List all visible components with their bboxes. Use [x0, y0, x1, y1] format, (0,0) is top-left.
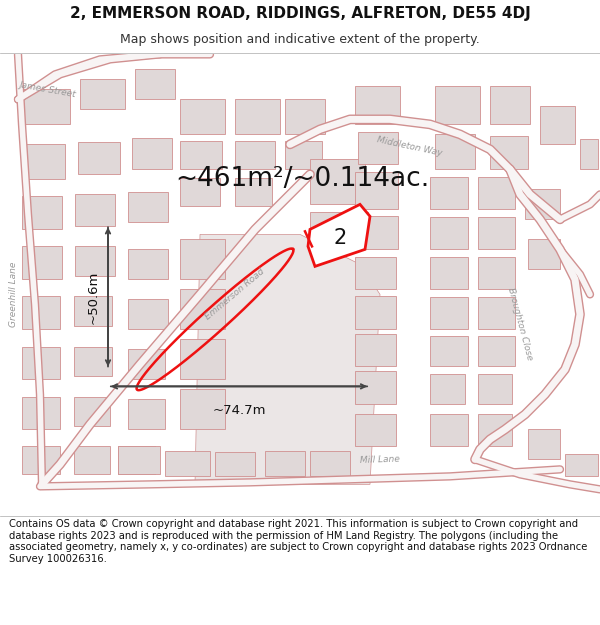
Polygon shape: [430, 298, 468, 329]
Polygon shape: [180, 178, 220, 206]
Polygon shape: [430, 374, 465, 404]
Polygon shape: [478, 336, 515, 366]
Polygon shape: [118, 446, 160, 474]
Polygon shape: [285, 99, 325, 134]
Polygon shape: [22, 196, 62, 229]
Polygon shape: [525, 189, 560, 219]
Polygon shape: [132, 138, 172, 169]
Text: Contains OS data © Crown copyright and database right 2021. This information is : Contains OS data © Crown copyright and d…: [9, 519, 587, 564]
Polygon shape: [310, 451, 350, 476]
Polygon shape: [308, 204, 370, 266]
Polygon shape: [180, 389, 225, 429]
Polygon shape: [128, 349, 165, 379]
Polygon shape: [74, 296, 112, 326]
Polygon shape: [75, 246, 115, 276]
Polygon shape: [80, 79, 125, 109]
Polygon shape: [22, 398, 60, 429]
Polygon shape: [580, 139, 598, 169]
Text: James Street: James Street: [19, 80, 77, 99]
Polygon shape: [75, 194, 115, 226]
Polygon shape: [430, 258, 468, 289]
Polygon shape: [22, 446, 60, 474]
Polygon shape: [478, 258, 515, 289]
Polygon shape: [235, 99, 280, 134]
Polygon shape: [478, 374, 512, 404]
Polygon shape: [285, 141, 322, 169]
Polygon shape: [478, 177, 515, 209]
Polygon shape: [128, 299, 168, 329]
Polygon shape: [74, 398, 110, 426]
Polygon shape: [478, 217, 515, 249]
Text: ~50.6m: ~50.6m: [87, 270, 100, 324]
Polygon shape: [528, 429, 560, 459]
Polygon shape: [180, 141, 222, 169]
Polygon shape: [355, 258, 396, 289]
Polygon shape: [358, 132, 398, 164]
Polygon shape: [528, 239, 560, 269]
Polygon shape: [180, 339, 225, 379]
Polygon shape: [490, 86, 530, 124]
Polygon shape: [128, 249, 168, 279]
Polygon shape: [435, 86, 480, 124]
Polygon shape: [435, 134, 475, 169]
Polygon shape: [180, 289, 225, 329]
Text: Middleton Way: Middleton Way: [376, 135, 443, 158]
Polygon shape: [265, 451, 305, 476]
Polygon shape: [355, 86, 400, 124]
Polygon shape: [235, 141, 275, 169]
Polygon shape: [22, 89, 70, 124]
Text: ~461m²/~0.114ac.: ~461m²/~0.114ac.: [175, 166, 429, 192]
Polygon shape: [565, 454, 598, 476]
Polygon shape: [355, 371, 396, 404]
Polygon shape: [478, 414, 512, 446]
Polygon shape: [215, 452, 255, 476]
Text: Emmerson Road: Emmerson Road: [203, 267, 266, 322]
Polygon shape: [430, 414, 468, 446]
Polygon shape: [540, 106, 575, 144]
Text: Greenhill Lane: Greenhill Lane: [10, 262, 19, 327]
Polygon shape: [22, 144, 65, 179]
Text: Broughton Close: Broughton Close: [506, 287, 534, 362]
Polygon shape: [355, 334, 396, 366]
Polygon shape: [78, 142, 120, 174]
Polygon shape: [355, 173, 398, 209]
Text: 2, EMMERSON ROAD, RIDDINGS, ALFRETON, DE55 4DJ: 2, EMMERSON ROAD, RIDDINGS, ALFRETON, DE…: [70, 6, 530, 21]
Polygon shape: [74, 348, 112, 376]
Polygon shape: [355, 414, 396, 446]
Polygon shape: [490, 136, 528, 169]
Polygon shape: [430, 217, 468, 249]
Polygon shape: [118, 446, 155, 474]
Polygon shape: [478, 298, 515, 329]
Polygon shape: [74, 446, 110, 474]
Polygon shape: [135, 69, 175, 99]
Polygon shape: [180, 99, 225, 134]
Polygon shape: [180, 239, 225, 279]
Polygon shape: [128, 399, 165, 429]
Polygon shape: [22, 296, 60, 329]
Polygon shape: [355, 216, 398, 249]
Text: 2: 2: [334, 228, 347, 248]
Text: Mill Lane: Mill Lane: [360, 454, 400, 464]
Polygon shape: [165, 451, 210, 476]
Polygon shape: [128, 192, 168, 222]
Polygon shape: [310, 159, 365, 204]
Polygon shape: [22, 246, 62, 279]
Polygon shape: [22, 348, 60, 379]
Text: Map shows position and indicative extent of the property.: Map shows position and indicative extent…: [120, 33, 480, 46]
Polygon shape: [310, 213, 368, 249]
Polygon shape: [430, 177, 468, 209]
Polygon shape: [235, 178, 272, 206]
Polygon shape: [355, 296, 396, 329]
Polygon shape: [430, 336, 468, 366]
Text: ~74.7m: ~74.7m: [212, 404, 266, 418]
Polygon shape: [195, 234, 380, 484]
